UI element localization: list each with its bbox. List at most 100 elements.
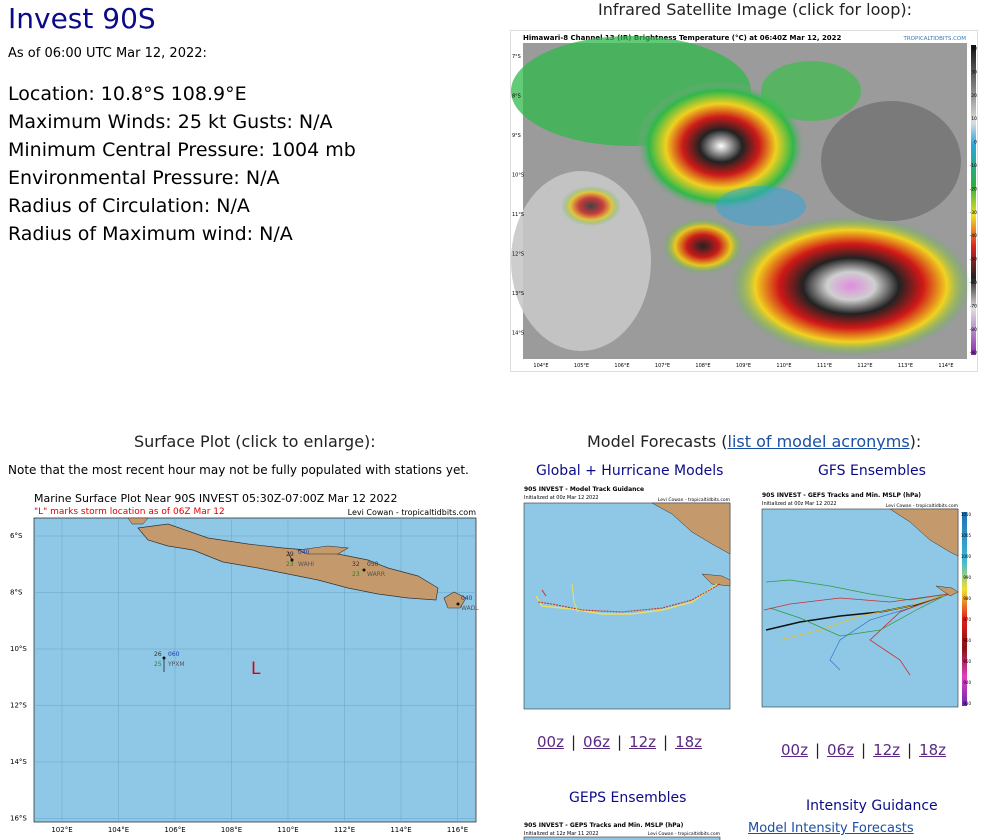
model-forecasts-heading: Model Forecasts (list of model acronyms)… (587, 432, 921, 451)
satellite-lon-label: 111°E (817, 363, 832, 369)
gfs-ensembles-title: GFS Ensembles (818, 463, 926, 479)
satellite-heading: Infrared Satellite Image (click for loop… (598, 0, 912, 19)
global-run-00z[interactable]: 00z (537, 733, 564, 751)
satellite-lon-label: 104°E (533, 363, 548, 369)
gfs-run-06z[interactable]: 06z (827, 741, 854, 759)
surface-lon-label: 108°E (221, 826, 242, 834)
gfs-scale-axis: 1010 1005 1000 990 980 970 960 950 940 930 (961, 512, 972, 706)
satellite-scale-label: -90 (970, 350, 977, 356)
station-temp: 32 (352, 561, 360, 568)
surface-lat-label: 6°S (10, 532, 23, 540)
model-acronyms-link[interactable]: list of model acronyms (727, 432, 910, 451)
geps-map-ocean (523, 836, 721, 840)
gfs-member-track-4 (779, 593, 949, 641)
gfs-scale-label: 950 (963, 659, 971, 664)
gfs-member-track-3 (869, 593, 949, 676)
surface-lon-axis: 102°E 104°E 106°E 108°E 110°E 112°E 114°E 116°E (51, 826, 468, 834)
satellite-convection-north (636, 81, 806, 211)
gfs-ensembles-map: 90S INVEST - GEFS Tracks and Min. MSLP (… (761, 492, 972, 708)
geps-map-credit: Levi Cowan - tropicaltidbits.com (648, 831, 720, 837)
satellite-convection-west (561, 186, 621, 226)
satellite-lon-label: 112°E (857, 363, 872, 369)
track-map-sumatra (651, 502, 731, 555)
satellite-color-scale (971, 45, 976, 355)
satellite-convection-center (663, 218, 743, 274)
station-temp: 26 (154, 651, 162, 658)
station-id: WAHI (298, 561, 314, 568)
bali-island (443, 591, 467, 609)
surface-note: Note that the most recent hour may not b… (8, 463, 469, 477)
surface-plot-ocean (33, 517, 477, 823)
surface-lat-label: 12°S (10, 702, 27, 710)
gfs-scale-label: 1005 (961, 533, 972, 538)
storm-radius-circulation: Radius of Circulation: N/A (8, 195, 250, 217)
surface-lon-label: 106°E (164, 826, 185, 834)
gfs-scale-label: 960 (963, 638, 971, 643)
gfs-ensembles-map-link[interactable]: 90S INVEST - GEFS Tracks and Min. MSLP (… (760, 490, 972, 718)
surface-lon-label: 104°E (108, 826, 129, 834)
geps-ensembles-map-link[interactable]: 90S INVEST - GEPS Tracks and Min. MSLP (… (522, 818, 722, 840)
satellite-lat-label: 8°S (512, 94, 521, 100)
gfs-mslp-scale (962, 512, 967, 706)
surface-lat-label: 8°S (10, 589, 23, 597)
global-track-map-link[interactable]: 90S INVEST - Model Track Guidance Initia… (522, 484, 734, 720)
satellite-lat-label: 11°S (512, 212, 524, 218)
satellite-image-link[interactable]: Himawari-8 Channel 13 (IR) Brightness Te… (510, 30, 978, 372)
global-run-18z[interactable]: 18z (675, 733, 703, 751)
satellite-scale-label: -50 (970, 257, 977, 263)
surface-lon-label: 114°E (390, 826, 411, 834)
surface-plot-map: Marine Surface Plot Near 90S INVEST 05:3… (10, 492, 479, 834)
global-track-map: 90S INVEST - Model Track Guidance Initia… (523, 486, 731, 710)
station-wadl: 040 WADL (456, 595, 479, 612)
satellite-lat-axis: 7°S 8°S 9°S 10°S 11°S 12°S 13°S 14°S (512, 54, 524, 337)
surface-plot-credit: Levi Cowan - tropicaltidbits.com (348, 508, 477, 517)
station-id: WADL (461, 605, 479, 612)
station-ypxm: 26 060 25 YPXM (154, 651, 185, 672)
storm-location: Location: 10.8°S 108.9°E (8, 83, 247, 105)
gfs-scale-label: 970 (963, 617, 971, 622)
satellite-lat-label: 7°S (512, 54, 521, 60)
station-pressure: 050 (367, 561, 379, 568)
satellite-convection-south (731, 216, 971, 356)
model-heading-prefix: Model Forecasts ( (587, 432, 728, 451)
station-temp: 29 (286, 551, 294, 558)
surface-plot-link[interactable]: Marine Surface Plot Near 90S INVEST 05:3… (8, 488, 490, 840)
satellite-lon-axis: 104°E 105°E 106°E 107°E 108°E 109°E 110°E 111°E… (533, 363, 953, 369)
gfs-scale-label: 1000 (961, 554, 972, 559)
global-models-runs: 00z | 06z | 12z | 18z (537, 733, 703, 751)
satellite-scale-label: -80 (970, 327, 977, 333)
surface-lon-label: 110°E (277, 826, 298, 834)
station-dewpoint: 23 (286, 561, 294, 568)
track-map-ocean (523, 502, 731, 710)
satellite-scale-label: 30 (971, 69, 977, 75)
geps-map-init: Initialized at 12z Mar 11 2022 (524, 831, 599, 837)
global-run-06z[interactable]: 06z (583, 733, 610, 751)
track-line-red-north (541, 589, 547, 597)
gfs-member-track-6 (763, 593, 949, 611)
gfs-member-track-1 (765, 579, 949, 601)
gfs-run-12z[interactable]: 12z (873, 741, 901, 759)
surface-plot-title: Marine Surface Plot Near 90S INVEST 05:3… (34, 492, 398, 505)
satellite-lat-label: 13°S (512, 291, 524, 297)
station-pressure: 040 (298, 549, 310, 556)
station-dewpoint: 23 (352, 571, 360, 578)
surface-lat-axis: 6°S 8°S 10°S 12°S 14°S 16°S (10, 532, 27, 823)
global-run-12z[interactable]: 12z (629, 733, 657, 751)
track-line-yellow (535, 583, 718, 615)
satellite-lon-label: 108°E (695, 363, 710, 369)
geps-ensembles-title: GEPS Ensembles (569, 790, 687, 806)
track-map-java (701, 573, 731, 587)
geps-map-title: 90S INVEST - GEPS Tracks and Min. MSLP (… (524, 822, 684, 829)
surface-lat-label: 14°S (10, 758, 27, 766)
model-intensity-forecasts-link[interactable]: Model Intensity Forecasts (748, 821, 914, 836)
gfs-map-init: Initialized at 00z Mar 12 2022 (762, 501, 837, 507)
gfs-run-00z[interactable]: 00z (781, 741, 808, 759)
satellite-clear-region (821, 101, 961, 221)
gfs-run-18z[interactable]: 18z (919, 741, 947, 759)
satellite-scale-label: -30 (970, 210, 977, 216)
satellite-scale-label: 40 (971, 46, 977, 52)
storm-max-winds: Maximum Winds: 25 kt Gusts: N/A (8, 111, 333, 133)
surface-lon-label: 116°E (447, 826, 468, 834)
satellite-lon-label: 110°E (776, 363, 791, 369)
satellite-ir-image: Himawari-8 Channel 13 (IR) Brightness Te… (511, 34, 977, 369)
